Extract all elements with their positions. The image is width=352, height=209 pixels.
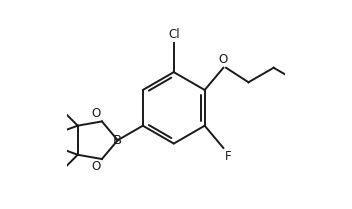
Text: O: O	[92, 107, 101, 120]
Text: Cl: Cl	[168, 28, 180, 41]
Text: F: F	[225, 150, 231, 163]
Text: O: O	[92, 160, 101, 173]
Text: O: O	[219, 53, 228, 66]
Text: B: B	[113, 134, 122, 147]
